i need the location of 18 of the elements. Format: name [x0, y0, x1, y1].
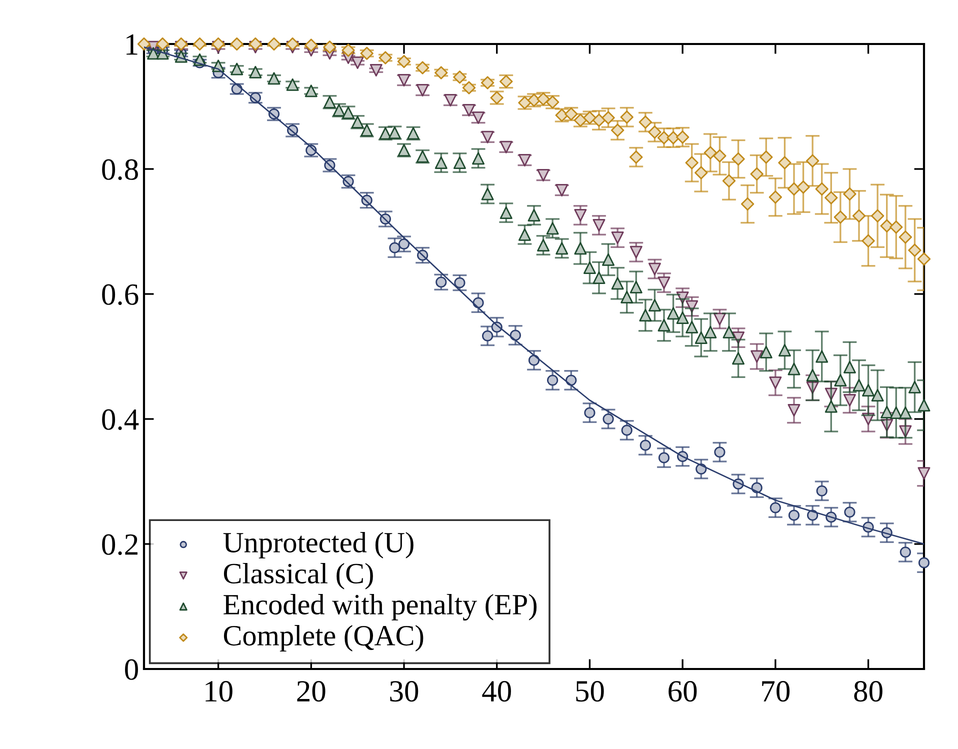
- y-tick-label: 1: [126, 34, 138, 55]
- legend-label: Unprotected (U): [223, 532, 414, 558]
- x-tick-label: 40: [482, 680, 511, 702]
- y-tick-label: 0.4: [102, 409, 139, 430]
- y-tick-label: 0.2: [102, 534, 138, 556]
- x-tick-label: 80: [854, 680, 882, 702]
- x-tick-label: 50: [576, 680, 604, 702]
- y-tick-label: 0.6: [102, 284, 138, 306]
- x-tick-label: 20: [297, 680, 326, 702]
- y-tick-label: 0: [125, 659, 138, 680]
- legend-label: Complete (QAC): [224, 625, 424, 652]
- x-tick-label: 30: [390, 680, 418, 702]
- legend-label: Encoded with penalty (EP): [224, 594, 537, 620]
- legend-label: Classical (C): [224, 562, 373, 590]
- x-tick-label: 70: [762, 680, 790, 702]
- x-tick-label: 10: [206, 680, 232, 702]
- x-tick-label: 60: [668, 680, 697, 702]
- y-tick-label: 0.8: [102, 159, 138, 180]
